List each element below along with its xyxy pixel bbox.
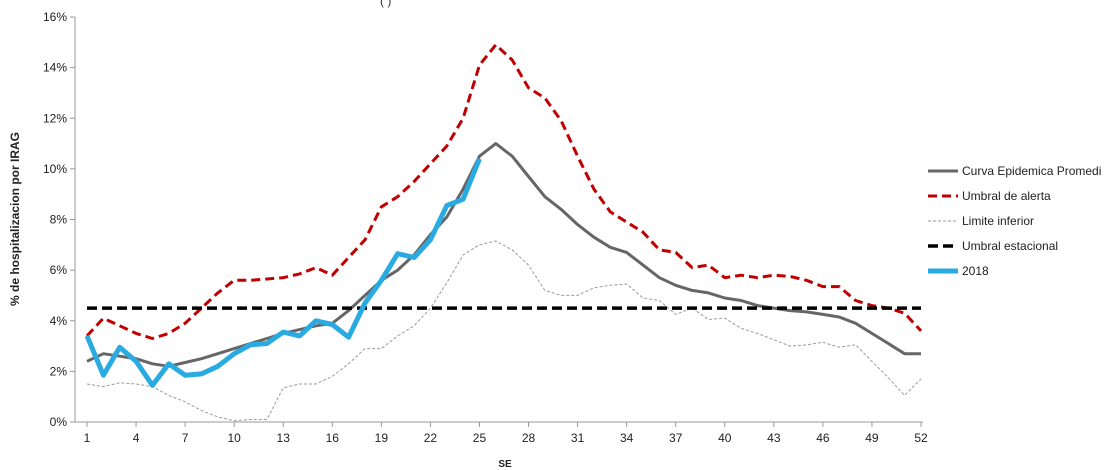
x-tick-label: 52: [914, 431, 928, 445]
x-tick-label: 40: [718, 431, 732, 445]
x-tick-label: 28: [522, 431, 536, 445]
y-tick-label: 0%: [50, 415, 68, 429]
x-tick-label: 49: [865, 431, 879, 445]
series-line: [86, 142, 921, 368]
y-tick-label: 8%: [50, 213, 68, 227]
legend-label: Umbral de alerta: [962, 189, 1051, 203]
x-tick-label: 1: [84, 431, 91, 445]
legend-label: Limite inferior: [962, 214, 1034, 228]
y-tick-label: 12%: [43, 111, 67, 125]
chart-title-fragment: ( ): [380, 0, 392, 8]
x-tick-label: 37: [669, 431, 683, 445]
x-tick-label: 19: [375, 431, 389, 445]
x-axis: 1 4 7 10 13 16 19 22 25 28 31 34 37 40 43 46 49 52: [75, 421, 928, 445]
x-tick-label: 34: [620, 431, 634, 445]
legend: Curva Epidemica Promedi Umbral de alerta L…: [928, 164, 1101, 278]
y-axis-label: % de hospitalizacion por IRAG: [8, 132, 22, 306]
series-line: [85, 43, 923, 340]
x-tick-label: 7: [182, 431, 189, 445]
x-tick-label: 22: [424, 431, 438, 445]
y-axis: 0% 2% 4% 6% 8% 10% 12% 14% 16%: [43, 10, 76, 429]
series-line: [86, 240, 922, 422]
x-tick-label: 13: [277, 431, 291, 445]
y-tick-label: 16%: [43, 10, 67, 24]
series-layer: [84, 43, 923, 422]
series-line: [84, 157, 482, 388]
y-tick-label: 10%: [43, 162, 67, 176]
y-tick-label: 14%: [43, 61, 67, 75]
y-tick-label: 6%: [50, 263, 68, 277]
legend-label: Umbral estacional: [962, 239, 1058, 253]
x-tick-label: 46: [816, 431, 830, 445]
x-tick-label: 16: [326, 431, 340, 445]
x-axis-label: SE: [498, 459, 512, 470]
x-tick-label: 43: [767, 431, 781, 445]
x-tick-label: 31: [571, 431, 585, 445]
x-tick-label: 4: [133, 431, 140, 445]
x-tick-label: 25: [473, 431, 487, 445]
legend-label: Curva Epidemica Promedi: [962, 164, 1101, 178]
legend-label: 2018: [962, 264, 989, 278]
y-tick-label: 2%: [50, 364, 68, 378]
x-tick-label: 10: [227, 431, 241, 445]
y-tick-label: 4%: [50, 314, 68, 328]
